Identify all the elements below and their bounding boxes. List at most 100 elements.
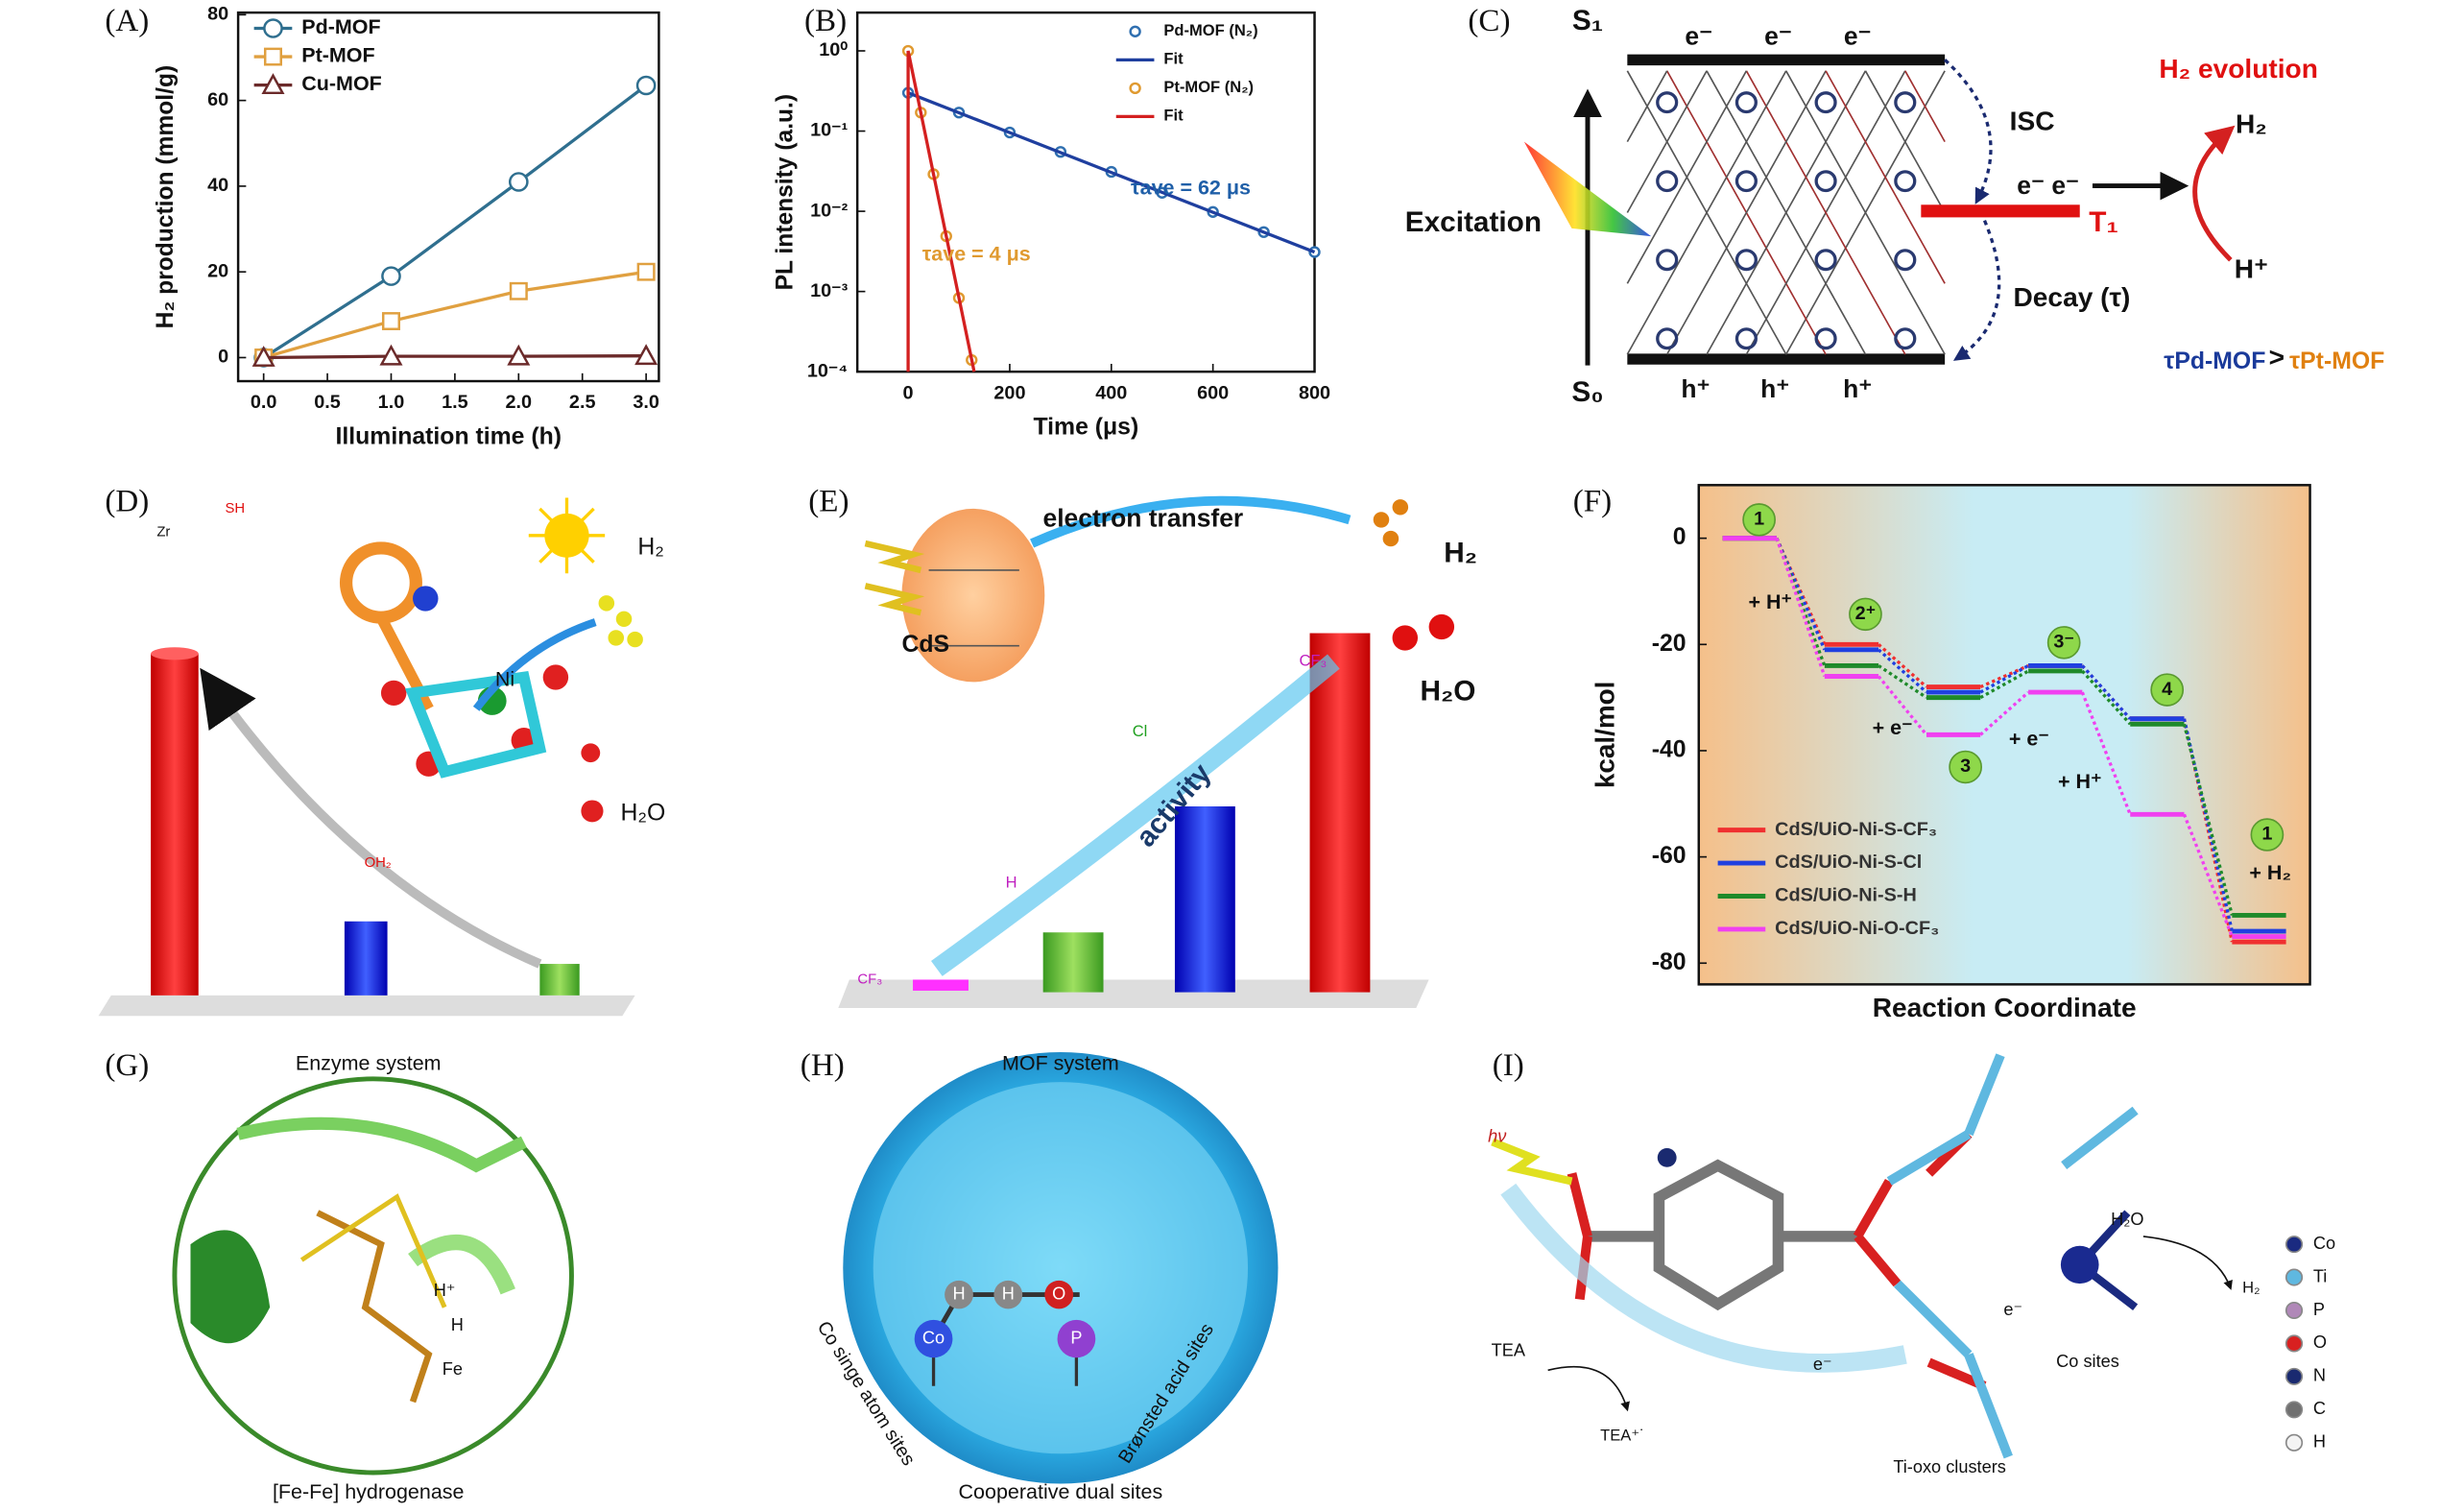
state-label: 2⁺: [1855, 603, 1877, 624]
diagram-text: Enzyme system: [296, 1052, 442, 1075]
panel-label: (A): [105, 4, 149, 38]
x-tick-label: 0.0: [251, 392, 277, 413]
legend-swatch: [1129, 25, 1141, 37]
diagram-text: h⁺: [1843, 374, 1872, 403]
series-line: [263, 354, 647, 360]
state-badge: [2250, 818, 2285, 852]
marker: [507, 344, 531, 366]
legend-swatch: [2285, 1236, 2304, 1254]
diagram-text: MOF system: [1002, 1052, 1119, 1075]
node: [1734, 170, 1758, 193]
diagram-text: CF₃: [857, 972, 882, 987]
diagram-text: Cl: [1133, 723, 1148, 740]
x-tick-label: 1.5: [442, 392, 468, 413]
node: [1814, 249, 1837, 272]
y-tick-label: 10⁻²: [810, 200, 849, 221]
node: [1656, 327, 1679, 350]
lattice-line: [1785, 70, 1946, 355]
annotation: τave = 4 μs: [922, 242, 1031, 265]
series-line: [906, 50, 976, 372]
legend-label: CdS/UiO-Ni-S-H: [1775, 885, 1917, 906]
diagram-text: Fe: [443, 1359, 463, 1379]
legend-label: Pt-MOF (N₂): [1163, 79, 1254, 96]
step-label: + H⁺: [2058, 770, 2101, 793]
legend-label: N: [2313, 1366, 2326, 1385]
legend-label: Cu-MOF: [301, 72, 382, 95]
step-label: + H⁺: [1749, 590, 1792, 613]
series-line: [907, 91, 1316, 254]
panel-label: (H): [801, 1048, 845, 1083]
y-axis-title: H₂ production (mmol/g): [153, 65, 179, 329]
legend-swatch: [2285, 1301, 2304, 1320]
x-tick-label: 800: [1299, 382, 1330, 403]
lattice-line: [1626, 70, 1748, 284]
series-line: [262, 84, 648, 359]
marker: [379, 344, 403, 366]
diagram-text: e⁻: [2003, 1300, 2022, 1319]
lattice-line: [1626, 70, 1668, 143]
legend-label: Pt-MOF: [301, 44, 374, 67]
legend-label: Fit: [1163, 108, 1184, 125]
node: [1894, 327, 1917, 350]
legend-label: CdS/UiO-Ni-S-CF₃: [1775, 819, 1937, 840]
legend-label: C: [2313, 1399, 2326, 1418]
diagram-text: >: [2269, 343, 2285, 372]
diagram-text: SH: [225, 501, 245, 516]
diagram-text: H₂: [2236, 109, 2267, 139]
node: [1656, 249, 1679, 272]
diagram-text: P: [1070, 1328, 1082, 1347]
marker: [381, 266, 401, 286]
node: [1734, 327, 1758, 350]
legend-swatch: [263, 47, 282, 66]
y-tick-label: -40: [1652, 737, 1687, 763]
node: [1894, 249, 1917, 272]
diagram-text: Decay (τ): [2013, 282, 2130, 312]
diagram-text: Co: [922, 1328, 945, 1347]
connector: [1775, 538, 2234, 938]
legend-swatch: [2285, 1401, 2304, 1419]
diagram-text: [Fe-Fe] hydrogenase: [273, 1480, 465, 1503]
diagram-text: Ti-oxo clusters: [1893, 1457, 2006, 1476]
diagram-text: S₁: [1572, 5, 1603, 36]
state-badge: [1742, 503, 1776, 537]
diagram-text: CdS: [901, 632, 949, 658]
x-tick-label: 600: [1197, 382, 1229, 403]
diagram-text: H₂: [1444, 537, 1477, 568]
diagram-text: TEA⁺˙: [1600, 1428, 1644, 1445]
diagram-text: H₂O: [1421, 676, 1476, 708]
legend-label: Fit: [1163, 51, 1184, 68]
diagram-text: H₂O: [2111, 1210, 2143, 1229]
lattice-line: [1626, 70, 1708, 213]
state-badge: [2046, 626, 2081, 660]
plot-frame: [855, 11, 1316, 373]
state-badge: [1849, 597, 1882, 632]
annotation: τave = 62 μs: [1131, 177, 1251, 200]
diagram-text: H₂: [637, 535, 664, 561]
legend-swatch: [2285, 1334, 2304, 1353]
y-axis-title: kcal/mol: [1590, 682, 1619, 789]
marker: [508, 172, 529, 192]
legend-swatch: [263, 18, 283, 38]
node: [1734, 91, 1758, 114]
diagram-text: H⁺: [434, 1281, 456, 1300]
x-tick-label: 2.0: [506, 392, 533, 413]
diagram-text: T₁: [2089, 206, 2117, 238]
y-tick-label: 20: [207, 260, 228, 281]
step-label: + H₂: [2249, 861, 2291, 884]
marker: [636, 262, 656, 281]
legend-swatch: [2285, 1268, 2304, 1286]
x-tick-label: 0: [903, 382, 914, 403]
lattice-line: [1706, 70, 1867, 355]
panel-label: (D): [105, 485, 149, 519]
diagram-text: H₂ evolution: [2159, 54, 2318, 84]
lattice-line: [1665, 70, 1827, 355]
marker: [634, 344, 658, 366]
x-tick-label: 400: [1095, 382, 1127, 403]
diagram-text: τPt-MOF: [2289, 348, 2384, 374]
diagram-text: OH₂: [365, 855, 392, 871]
y-tick-label: -60: [1652, 843, 1687, 869]
y-tick-label: 40: [207, 175, 228, 196]
